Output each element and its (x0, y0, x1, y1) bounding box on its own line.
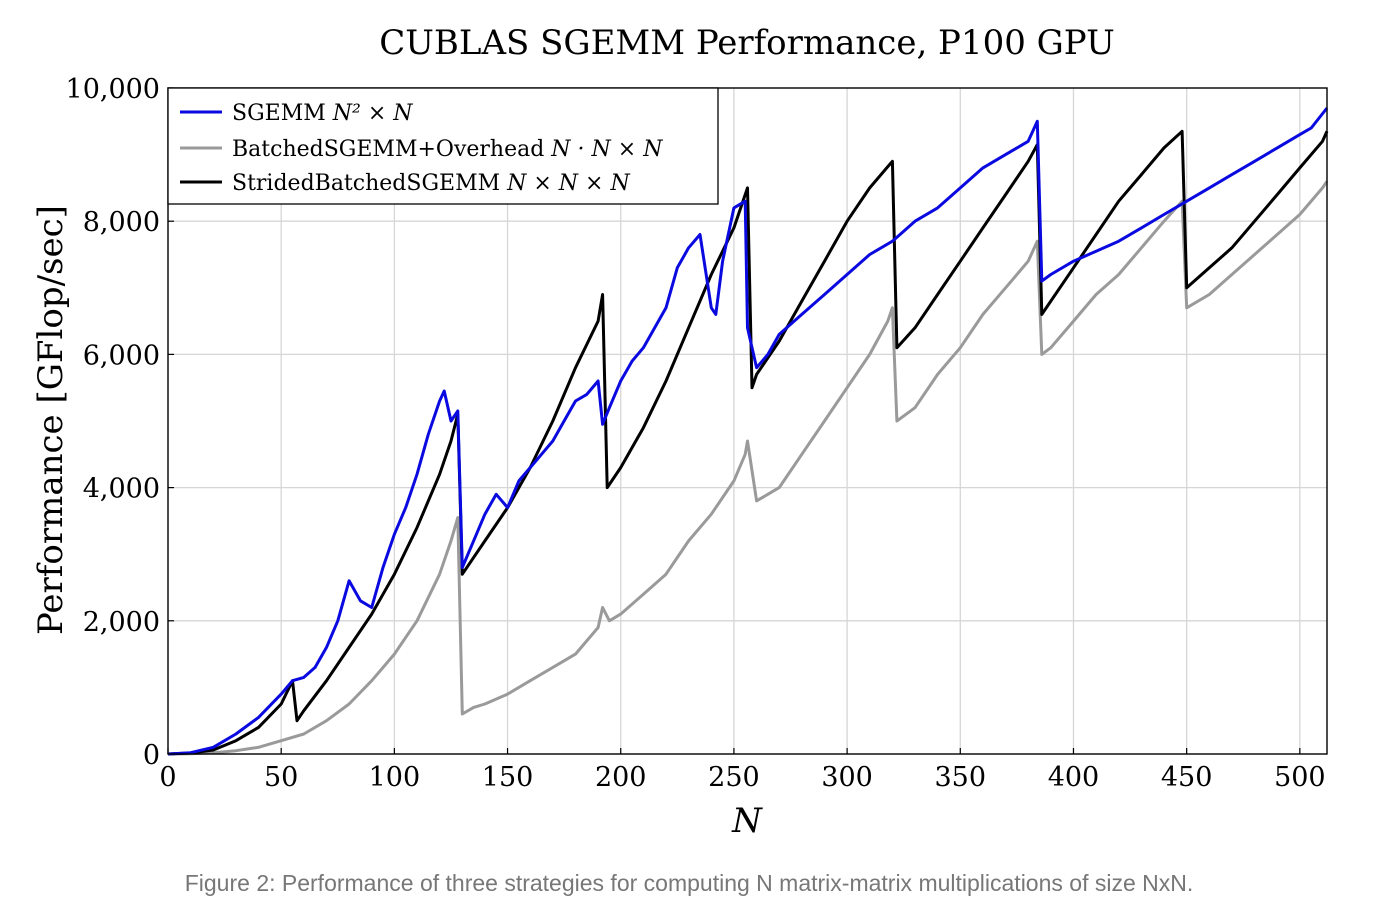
legend-entry-batched: BatchedSGEMM+Overhead N · N × N (180, 137, 663, 162)
series-lines (167, 107, 1329, 756)
svg-text:SGEMM N² × N: SGEMM N² × N (232, 101, 413, 126)
legend-math-strided: N × N × N (506, 171, 630, 196)
figure-caption: Figure 2: Performance of three strategie… (184, 870, 1194, 896)
x-tick-label: 200 (595, 762, 647, 793)
series-line-batched-overhead (167, 180, 1329, 756)
x-tick-label: 500 (1274, 762, 1326, 793)
legend-label-sgemm: SGEMM (232, 101, 333, 126)
y-axis-ticks: 0 2,000 4,000 6,000 8,000 10,000 (66, 74, 174, 771)
x-tick-label: 450 (1161, 762, 1213, 793)
x-tick-label: 350 (935, 762, 987, 793)
y-tick-label: 4,000 (83, 474, 160, 505)
x-tick-label: 250 (708, 762, 760, 793)
y-tick-label: 0 (143, 740, 160, 771)
x-tick-label: 100 (369, 762, 421, 793)
y-tick-label: 6,000 (83, 340, 160, 371)
x-tick-label: 150 (482, 762, 534, 793)
series-line-sgemm (167, 107, 1329, 756)
legend-math-batched: N · N × N (550, 137, 663, 162)
legend-entry-strided: StridedBatchedSGEMM N × N × N (180, 171, 630, 196)
y-tick-label: 2,000 (83, 607, 160, 638)
chart: CUBLAS SGEMM Performance, P100 GPU 0 50 10… (31, 23, 1329, 841)
legend: SGEMM N² × N BatchedSGEMM+Overhead N · N… (167, 87, 719, 205)
plot-frame (167, 87, 1328, 755)
y-tick-label: 8,000 (83, 207, 160, 238)
x-tick-label: 400 (1048, 762, 1100, 793)
y-axis-label: Performance [GFlop/sec] (31, 205, 71, 635)
x-tick-label: 300 (821, 762, 873, 793)
x-axis-label: N (731, 801, 763, 841)
y-tick-label: 10,000 (66, 74, 160, 105)
series-line-strided-batched (167, 129, 1329, 756)
svg-text:BatchedSGEMM+Overhead N · N ×: BatchedSGEMM+Overhead N · N × N (232, 137, 663, 162)
chart-title: CUBLAS SGEMM Performance, P100 GPU (379, 23, 1114, 63)
legend-entry-sgemm: SGEMM N² × N (180, 101, 413, 126)
svg-text:StridedBatchedSGEMM N × N × N: StridedBatchedSGEMM N × N × N (232, 171, 630, 196)
legend-math-sgemm: N² × N (332, 101, 413, 126)
x-tick-label: 50 (264, 762, 298, 793)
legend-box (167, 87, 719, 205)
x-tick-label: 0 (159, 762, 176, 793)
legend-label-batched: BatchedSGEMM+Overhead (232, 137, 551, 162)
x-axis-ticks: 0 50 100 150 200 250 300 350 400 450 500 (159, 748, 1326, 793)
legend-label-strided: StridedBatchedSGEMM (232, 171, 507, 196)
